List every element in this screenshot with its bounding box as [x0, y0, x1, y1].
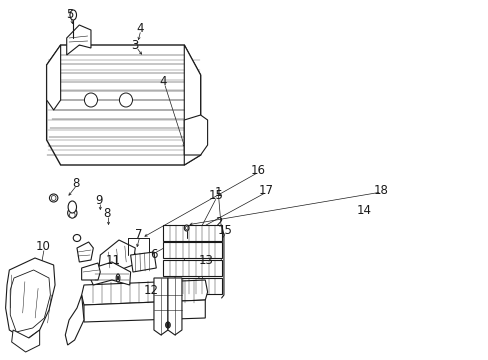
Text: 1: 1 — [215, 185, 222, 198]
Ellipse shape — [184, 225, 188, 231]
Ellipse shape — [49, 194, 58, 202]
Polygon shape — [154, 278, 167, 335]
Polygon shape — [81, 280, 207, 305]
Ellipse shape — [119, 93, 132, 107]
Circle shape — [117, 276, 119, 280]
Ellipse shape — [165, 322, 170, 328]
Circle shape — [116, 274, 120, 282]
Polygon shape — [130, 252, 156, 272]
Circle shape — [166, 322, 169, 328]
Text: 3: 3 — [131, 39, 139, 51]
Text: 4: 4 — [136, 22, 143, 35]
Text: 15: 15 — [208, 189, 223, 202]
Polygon shape — [163, 278, 221, 294]
Text: 6: 6 — [150, 248, 158, 261]
Ellipse shape — [70, 10, 76, 20]
Polygon shape — [90, 262, 130, 285]
Text: 10: 10 — [36, 239, 51, 252]
Polygon shape — [12, 330, 40, 352]
Polygon shape — [163, 225, 221, 241]
Ellipse shape — [68, 201, 76, 213]
Text: 16: 16 — [250, 163, 265, 176]
Text: 4: 4 — [159, 75, 167, 87]
Polygon shape — [99, 240, 135, 272]
Text: 11: 11 — [105, 253, 120, 266]
Text: 8: 8 — [103, 207, 111, 220]
Text: 18: 18 — [372, 184, 387, 197]
Polygon shape — [163, 260, 221, 276]
Polygon shape — [46, 45, 200, 165]
Polygon shape — [84, 300, 205, 322]
Polygon shape — [10, 270, 50, 332]
Polygon shape — [77, 242, 93, 262]
Text: 7: 7 — [135, 228, 142, 240]
Ellipse shape — [51, 195, 56, 201]
Text: 14: 14 — [356, 203, 371, 216]
Text: 12: 12 — [143, 284, 158, 297]
Polygon shape — [66, 25, 91, 55]
Polygon shape — [81, 263, 100, 280]
Polygon shape — [46, 45, 61, 110]
Ellipse shape — [185, 226, 187, 230]
Polygon shape — [184, 45, 200, 165]
Text: 5: 5 — [66, 8, 74, 21]
Text: 13: 13 — [198, 253, 213, 266]
Text: 9: 9 — [96, 194, 103, 207]
Ellipse shape — [73, 234, 81, 242]
Polygon shape — [5, 258, 55, 340]
Ellipse shape — [69, 212, 75, 218]
Ellipse shape — [67, 208, 77, 218]
Text: 17: 17 — [258, 184, 273, 197]
Polygon shape — [65, 295, 84, 345]
Ellipse shape — [84, 93, 97, 107]
Polygon shape — [167, 278, 182, 335]
Text: 15: 15 — [218, 224, 232, 237]
Text: 2: 2 — [215, 216, 222, 229]
Polygon shape — [163, 242, 221, 258]
Text: 8: 8 — [72, 176, 80, 189]
Polygon shape — [184, 115, 207, 155]
